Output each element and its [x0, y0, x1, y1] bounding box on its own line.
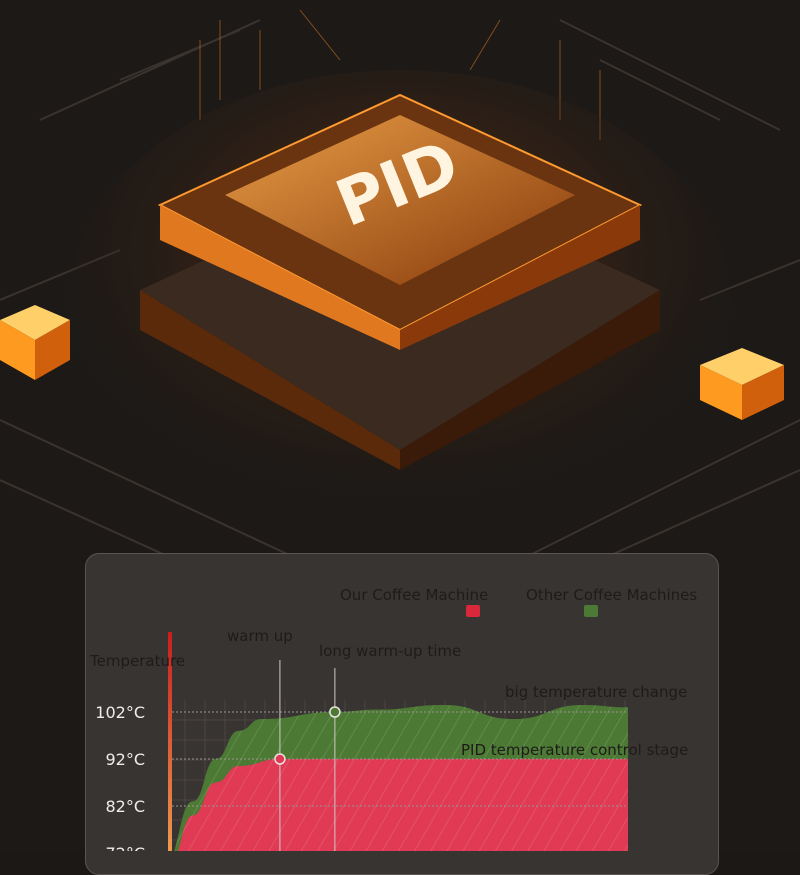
legend-label-other: Other Coffee Machines: [526, 586, 697, 604]
glowing-cube-right: [700, 348, 784, 420]
y-tick-label: 82°C: [105, 797, 145, 816]
legend-swatch-our: [466, 605, 480, 617]
pid-chip-illustration: PID: [0, 9, 800, 581]
marker-point: [274, 753, 286, 765]
y-tick-label: 72°C: [105, 844, 145, 851]
temperature-chart: Temperature 102°C 92°C 82°C 72°C warm up lon…: [89, 586, 697, 851]
legend-swatch-other: [584, 605, 598, 617]
glowing-cube-left: [0, 305, 70, 380]
y-tick-label: 92°C: [105, 750, 145, 769]
y-axis-label: Temperature: [89, 652, 185, 670]
marker-label: long warm-up time: [319, 642, 461, 660]
y-tick-label: 102°C: [95, 703, 145, 722]
legend-label-our: Our Coffee Machine: [340, 586, 488, 604]
marker-point: [329, 706, 341, 718]
annotation-big-change: big temperature change: [505, 683, 687, 701]
y-axis: [168, 632, 172, 851]
marker-label: warm up: [227, 627, 293, 645]
annotation-pid-stage: PID temperature control stage: [461, 741, 688, 759]
area-our-machine-hatch: [170, 758, 628, 851]
